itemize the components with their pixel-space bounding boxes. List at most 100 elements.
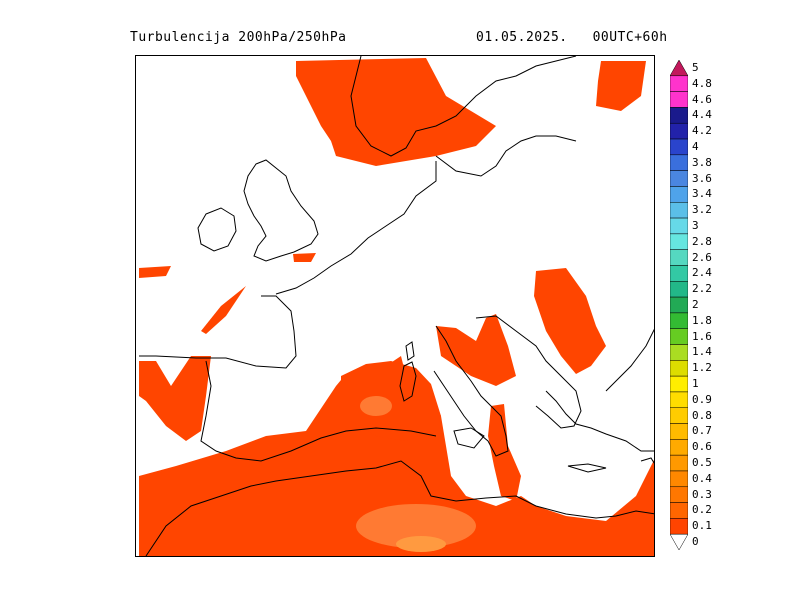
legend-label: 1: [692, 377, 699, 391]
coast-baltic: [435, 135, 577, 177]
map-panel: [135, 55, 655, 557]
legend-label: 3.4: [692, 187, 712, 201]
legend-swatch-4.6: [670, 91, 688, 108]
legend-swatch-0.3: [670, 486, 688, 503]
legend-swatch-0.7: [670, 423, 688, 440]
legend-swatch-0.1: [670, 518, 688, 535]
coast-turkey: [605, 328, 654, 392]
legend-swatch-2: [670, 296, 688, 314]
forecast-date: 01.05.2025.: [476, 30, 568, 45]
coast-sardinia: [399, 361, 417, 402]
coast-ireland: [197, 207, 237, 252]
legend-label: 1.4: [692, 345, 712, 359]
field-atlantic-streak: [201, 286, 246, 334]
field-baltic-ne: [596, 61, 646, 111]
legend-label: 3.2: [692, 203, 712, 217]
legend-label: 0.3: [692, 487, 712, 501]
legend-swatch-2.2: [670, 281, 688, 298]
legend-label: 1.6: [692, 329, 712, 343]
field-core-sahara: [356, 504, 476, 548]
forecast-time: 01.05.2025. 00UTC+60h: [476, 30, 668, 45]
coast-iberia: [200, 360, 437, 462]
legend-swatch-1.6: [670, 328, 688, 345]
field-english-channel: [293, 253, 316, 262]
color-legend: [670, 60, 688, 550]
legend-label: 3: [692, 218, 699, 232]
coast-balkans: [475, 315, 582, 429]
field-mediterranean: [139, 356, 654, 556]
legend-swatch-1.8: [670, 312, 688, 329]
field-iberia-west: [139, 356, 211, 441]
field-core-algeria: [360, 396, 392, 416]
legend-label: 3.8: [692, 155, 712, 169]
legend-swatch-2.6: [670, 249, 688, 266]
legend-swatch-1: [670, 375, 688, 393]
legend-swatch-1.2: [670, 360, 688, 377]
legend-swatch-3.4: [670, 186, 688, 203]
legend-label: 2: [692, 298, 699, 311]
legend-swatch-4.2: [670, 122, 688, 140]
turbulence-highlights: [356, 396, 476, 552]
legend-swatch-3.8: [670, 154, 688, 171]
legend-label: 0.9: [692, 392, 712, 406]
legend-swatch-2.8: [670, 233, 688, 250]
coast-france-north: [275, 161, 437, 295]
legend-label: 0.1: [692, 519, 712, 533]
legend-swatch-4.8: [670, 75, 688, 92]
coast-biscay: [139, 295, 297, 369]
turbulence-fields: [139, 58, 654, 556]
field-sardinia-north: [341, 361, 441, 441]
legend-swatch-3.6: [670, 170, 688, 187]
legend-swatch-2.4: [670, 265, 688, 282]
forecast-run: 00UTC+60h: [592, 30, 668, 45]
legend-label: 2.4: [692, 266, 712, 280]
map-title: Turbulencija 200hPa/250hPa: [130, 30, 347, 45]
field-adriatic: [436, 314, 516, 386]
coast-north-africa: [145, 460, 654, 556]
legend-swatch-0.4: [670, 470, 688, 488]
field-balkans: [534, 268, 606, 374]
legend-label: 0: [692, 535, 699, 549]
legend-label: 0.8: [692, 408, 712, 422]
legend-swatch-0.5: [670, 454, 688, 472]
legend-label: 4.6: [692, 92, 712, 106]
legend-label: 0.4: [692, 471, 712, 485]
turbulence-map: [139, 56, 654, 556]
legend-label: 0.2: [692, 503, 712, 517]
legend-swatch-3: [670, 217, 688, 235]
legend-label: 1.8: [692, 313, 712, 327]
legend-swatch-1.4: [670, 344, 688, 361]
legend-label: 0.6: [692, 440, 712, 454]
legend-label: 1.2: [692, 361, 712, 375]
coast-britain: [243, 159, 319, 262]
legend-label: 3.6: [692, 171, 712, 185]
field-north-sea: [296, 58, 496, 166]
legend-label: 4.8: [692, 76, 712, 90]
legend-swatch-3.2: [670, 202, 688, 219]
legend-swatch-5: [670, 60, 688, 77]
legend-swatch-4.4: [670, 107, 688, 124]
legend-label: 4: [692, 139, 699, 153]
field-biscay-strip: [139, 266, 171, 278]
legend-label: 0.7: [692, 424, 712, 438]
coast-scandinavia: [350, 56, 577, 157]
legend-label: 2.8: [692, 234, 712, 248]
coast-crete: [567, 463, 607, 473]
coast-corsica: [405, 341, 415, 361]
legend-swatch-0.9: [670, 391, 688, 408]
legend-label: 4.4: [692, 108, 712, 122]
coast-italy: [433, 325, 509, 457]
coast-cyprus: [640, 457, 654, 464]
legend-swatch-0.6: [670, 439, 688, 456]
legend-label: 4.2: [692, 124, 712, 138]
coast-sicily: [453, 427, 485, 449]
legend-swatch-0.2: [670, 502, 688, 519]
coast-greece: [545, 390, 654, 452]
legend-swatch-0.8: [670, 407, 688, 424]
legend-label: 0.5: [692, 456, 712, 470]
coastlines: [139, 56, 654, 556]
legend-label: 5: [692, 60, 699, 74]
legend-label: 2.2: [692, 282, 712, 296]
legend-swatch-4: [670, 138, 688, 156]
field-core-bright: [396, 536, 446, 552]
